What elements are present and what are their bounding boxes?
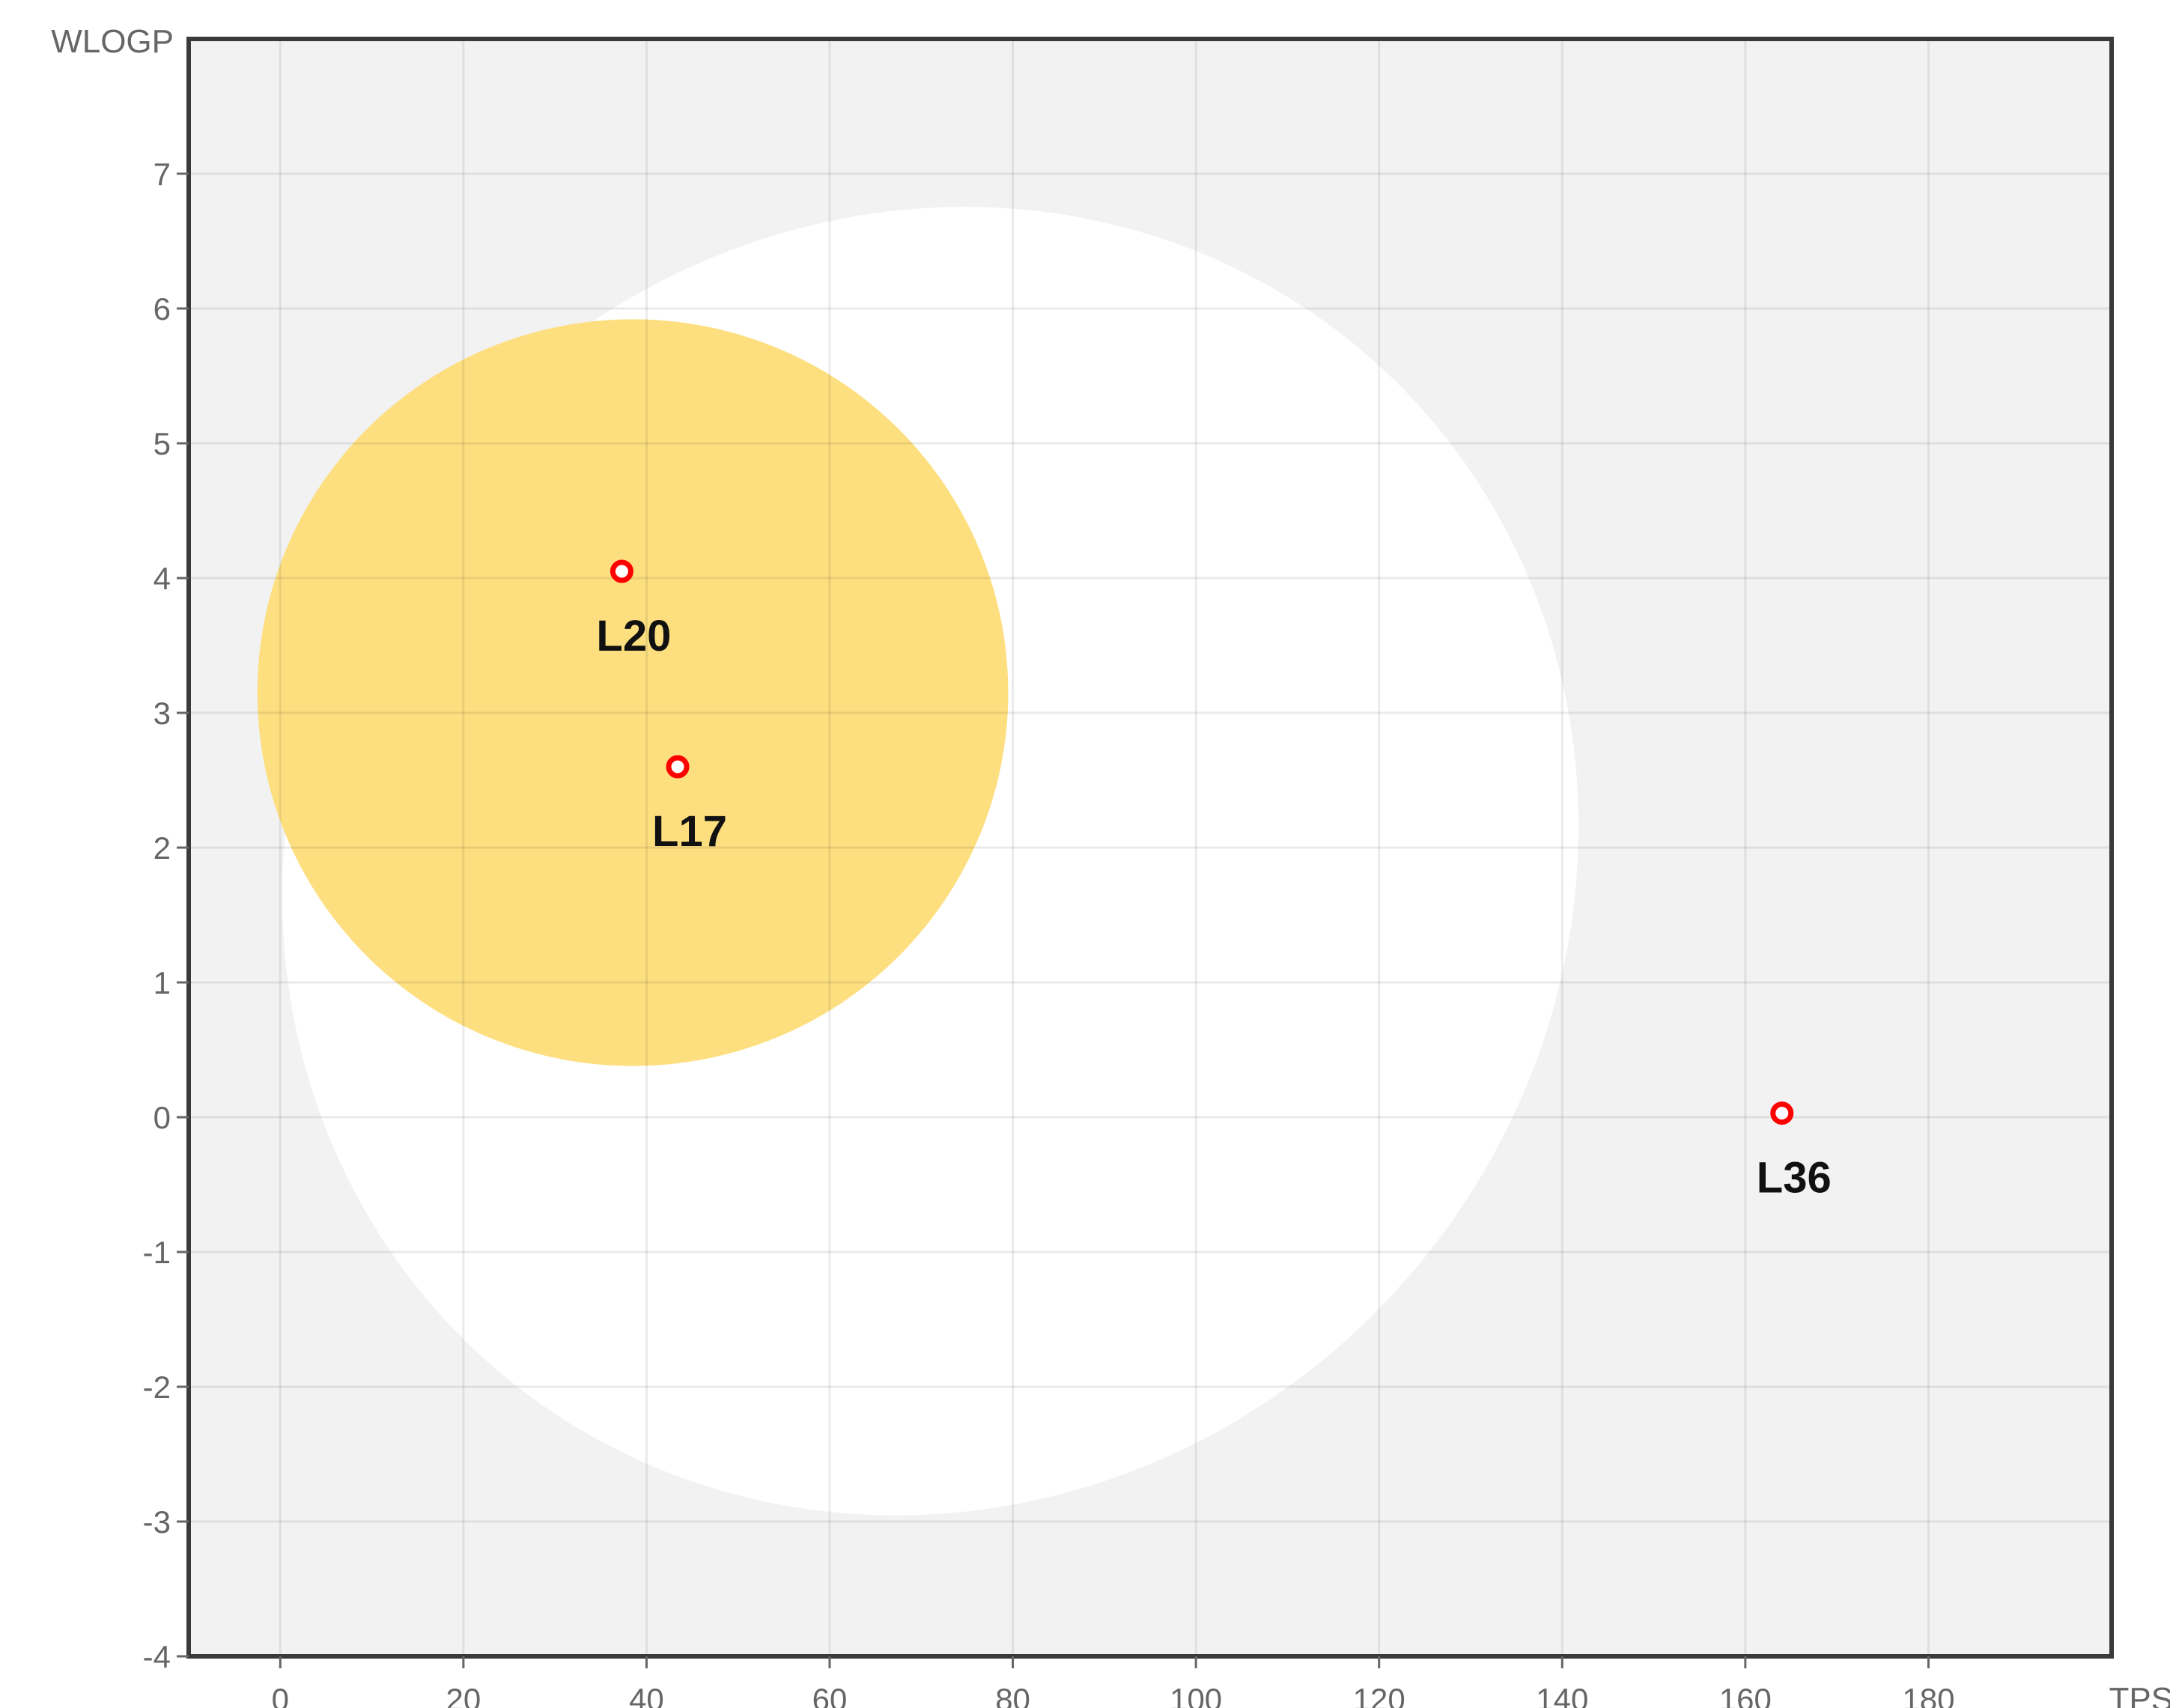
- y-tick-label: -3: [143, 1504, 171, 1540]
- y-tick-label: -4: [143, 1639, 171, 1674]
- point-label-l17: L17: [652, 807, 727, 856]
- x-tick-label: 80: [995, 1682, 1030, 1708]
- point-label-l20: L20: [596, 612, 671, 660]
- x-tick-label: 20: [446, 1682, 481, 1708]
- x-tick-label: 140: [1536, 1682, 1588, 1708]
- y-tick-label: -1: [143, 1235, 171, 1270]
- y-tick-label: 0: [154, 1100, 171, 1135]
- data-point-l20: [610, 559, 633, 583]
- y-tick-label: 2: [154, 830, 171, 866]
- point-label-l36: L36: [1757, 1154, 1832, 1203]
- plot-layer: 0 20 40 60 80 100 120 140 160 180 -4 -3 -2 -1 0 1 2 3 4 5 6 7…: [143, 37, 2114, 1708]
- x-tick-label: 60: [812, 1682, 848, 1708]
- y-tick-label: -2: [143, 1370, 171, 1405]
- x-tick-label: 40: [629, 1682, 664, 1708]
- y-axis-label: WLOGP: [51, 23, 174, 60]
- x-tick-label: 120: [1353, 1682, 1405, 1708]
- x-tick-label: 100: [1170, 1682, 1222, 1708]
- x-tick-label: 0: [272, 1682, 289, 1708]
- x-tick-label: 160: [1719, 1682, 1772, 1708]
- x-tick-label: 180: [1902, 1682, 1954, 1708]
- data-point-l36: [1770, 1101, 1794, 1125]
- y-tick-label: 3: [154, 696, 171, 731]
- y-tick-label: 7: [154, 156, 171, 192]
- data-point-l17: [666, 755, 690, 779]
- y-tick-label: 5: [154, 426, 171, 461]
- y-tick-label: 4: [154, 561, 171, 596]
- y-tick-label: 1: [154, 965, 171, 1000]
- y-tick-label: 6: [154, 291, 171, 326]
- x-axis-label: TPSA: [2109, 1681, 2170, 1708]
- yolk-region: [257, 319, 1009, 1066]
